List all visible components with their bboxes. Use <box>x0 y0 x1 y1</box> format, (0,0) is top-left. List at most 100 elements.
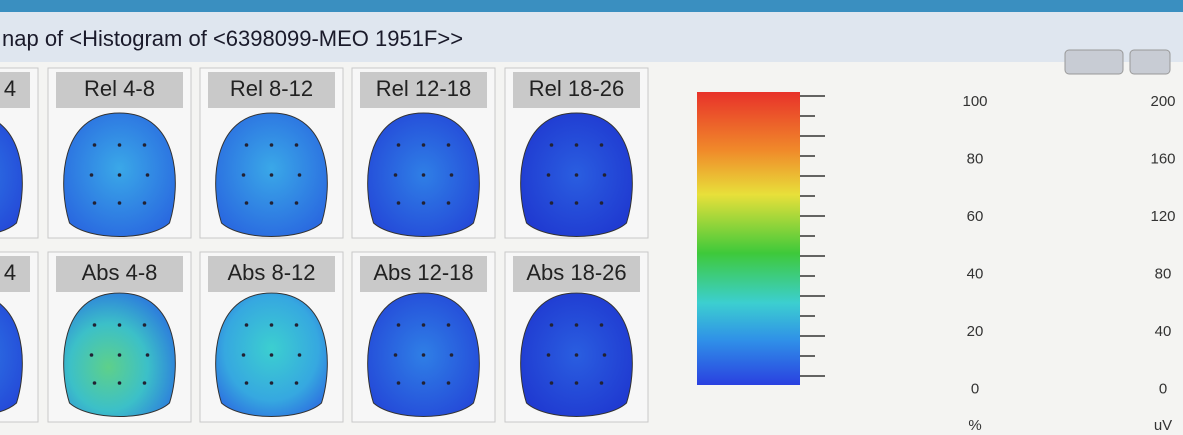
electrode <box>599 201 604 205</box>
maximize-button[interactable] <box>1129 49 1171 75</box>
electrode <box>446 381 451 385</box>
electrode <box>89 173 94 177</box>
panel-label: 4 <box>4 260 16 285</box>
electrode <box>142 381 147 385</box>
panel-header <box>56 256 183 292</box>
panel-header <box>360 72 487 108</box>
electrode <box>599 143 604 147</box>
electrode <box>269 381 274 385</box>
electrode <box>92 201 97 205</box>
electrode <box>574 201 579 205</box>
electrode <box>449 353 454 357</box>
panel-label: Abs 18-26 <box>526 260 626 285</box>
electrode <box>421 143 426 147</box>
electrode <box>294 201 299 205</box>
scale-label: 0 <box>1159 380 1167 397</box>
electrode <box>549 323 554 327</box>
panel-header <box>360 256 487 292</box>
electrode <box>549 381 554 385</box>
panel-header <box>0 72 30 108</box>
electrode <box>294 143 299 147</box>
electrode <box>117 143 122 147</box>
window-title: nap of <Histogram of <6398099-MEO 1951F>… <box>2 26 463 51</box>
electrode <box>549 201 554 205</box>
electrode <box>574 143 579 147</box>
electrode <box>244 143 249 147</box>
electrode <box>89 353 94 357</box>
scale-label: 60 <box>967 208 984 225</box>
electrode <box>142 201 147 205</box>
electrode <box>574 381 579 385</box>
scale-label: 120 <box>1150 208 1175 225</box>
electrode <box>446 143 451 147</box>
electrode <box>117 173 122 177</box>
panel-header <box>56 72 183 108</box>
electrode <box>244 201 249 205</box>
electrode <box>117 381 122 385</box>
scale-label: 0 <box>971 380 979 397</box>
electrode <box>421 381 426 385</box>
scale-label: 80 <box>967 150 984 167</box>
electrode <box>396 323 401 327</box>
electrode <box>396 381 401 385</box>
panel-header <box>0 256 30 292</box>
electrode <box>574 353 579 357</box>
electrode <box>117 353 122 357</box>
electrode <box>117 201 122 205</box>
scale-label: 20 <box>967 323 984 340</box>
scale-ticks <box>800 95 825 377</box>
electrode <box>602 353 607 357</box>
electrode <box>92 381 97 385</box>
panel-header <box>208 72 335 108</box>
electrode <box>549 143 554 147</box>
electrode <box>546 173 551 177</box>
electrode <box>117 323 122 327</box>
panel-label: 4 <box>4 76 16 101</box>
electrode <box>421 173 426 177</box>
scale-unit: uV <box>1154 417 1172 434</box>
panel-label: Rel 12-18 <box>376 76 471 101</box>
panel-label: Rel 18-26 <box>529 76 624 101</box>
electrode <box>446 201 451 205</box>
head-map <box>0 303 23 413</box>
title-bar <box>0 12 1183 62</box>
electrode <box>574 323 579 327</box>
electrode <box>92 323 97 327</box>
panel-label: Abs 4-8 <box>82 260 158 285</box>
head-map <box>0 123 23 233</box>
panel-label: Rel 8-12 <box>230 76 313 101</box>
electrode <box>145 173 150 177</box>
electrode <box>297 173 302 177</box>
panel-header <box>513 72 640 108</box>
top-strip <box>0 0 1183 12</box>
electrode <box>421 201 426 205</box>
panel-label: Abs 12-18 <box>373 260 473 285</box>
electrode <box>446 323 451 327</box>
electrode <box>269 143 274 147</box>
scale-label: 160 <box>1150 150 1175 167</box>
electrode <box>421 353 426 357</box>
electrode <box>599 381 604 385</box>
electrode <box>294 323 299 327</box>
electrode <box>294 381 299 385</box>
scale-label: 200 <box>1150 93 1175 110</box>
minimize-button[interactable] <box>1064 49 1124 75</box>
electrode <box>449 173 454 177</box>
electrode <box>546 353 551 357</box>
electrode <box>421 323 426 327</box>
electrode <box>269 353 274 357</box>
scale-label: 40 <box>967 265 984 282</box>
scale-unit: % <box>968 417 981 434</box>
electrode <box>142 143 147 147</box>
topomaps: 4 Rel 4-8 Rel 8-12 Rel 12-18 Rel 18-26 4 Abs 4… <box>0 67 649 423</box>
electrode <box>602 173 607 177</box>
electrode <box>599 323 604 327</box>
panel-label: Rel 4-8 <box>84 76 155 101</box>
electrode <box>396 143 401 147</box>
electrode <box>244 323 249 327</box>
electrode <box>142 323 147 327</box>
electrode <box>393 353 398 357</box>
electrode <box>269 323 274 327</box>
